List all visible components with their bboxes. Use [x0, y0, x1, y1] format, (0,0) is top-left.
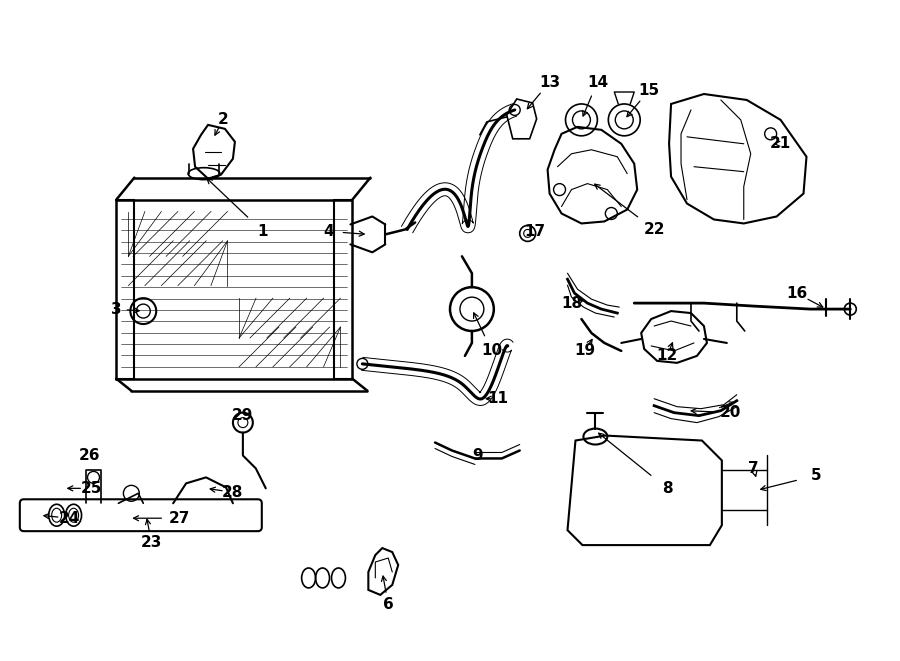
Text: 18: 18 — [561, 295, 582, 311]
Text: 15: 15 — [639, 83, 660, 98]
Text: 5: 5 — [811, 468, 822, 483]
Text: 22: 22 — [644, 222, 665, 237]
Text: 7: 7 — [749, 461, 759, 476]
Text: 2: 2 — [218, 112, 229, 128]
Text: 29: 29 — [232, 408, 254, 423]
Text: 3: 3 — [111, 301, 122, 317]
Text: 24: 24 — [58, 511, 80, 525]
Text: 13: 13 — [539, 75, 560, 89]
Text: 25: 25 — [81, 481, 103, 496]
Text: 10: 10 — [482, 344, 502, 358]
Text: 9: 9 — [472, 448, 483, 463]
Text: 27: 27 — [168, 511, 190, 525]
Text: 12: 12 — [656, 348, 678, 364]
Text: 1: 1 — [257, 224, 268, 239]
Text: 28: 28 — [222, 485, 244, 500]
Text: 26: 26 — [79, 448, 100, 463]
Text: 14: 14 — [587, 75, 608, 89]
Text: 21: 21 — [770, 136, 791, 151]
Text: 19: 19 — [574, 344, 595, 358]
Text: 17: 17 — [524, 224, 545, 239]
Text: 20: 20 — [720, 405, 742, 420]
Text: 11: 11 — [487, 391, 508, 407]
Text: 16: 16 — [786, 286, 807, 301]
Text: 4: 4 — [323, 224, 334, 239]
Text: 23: 23 — [140, 535, 162, 549]
Text: 8: 8 — [662, 481, 672, 496]
Text: 6: 6 — [382, 598, 393, 612]
